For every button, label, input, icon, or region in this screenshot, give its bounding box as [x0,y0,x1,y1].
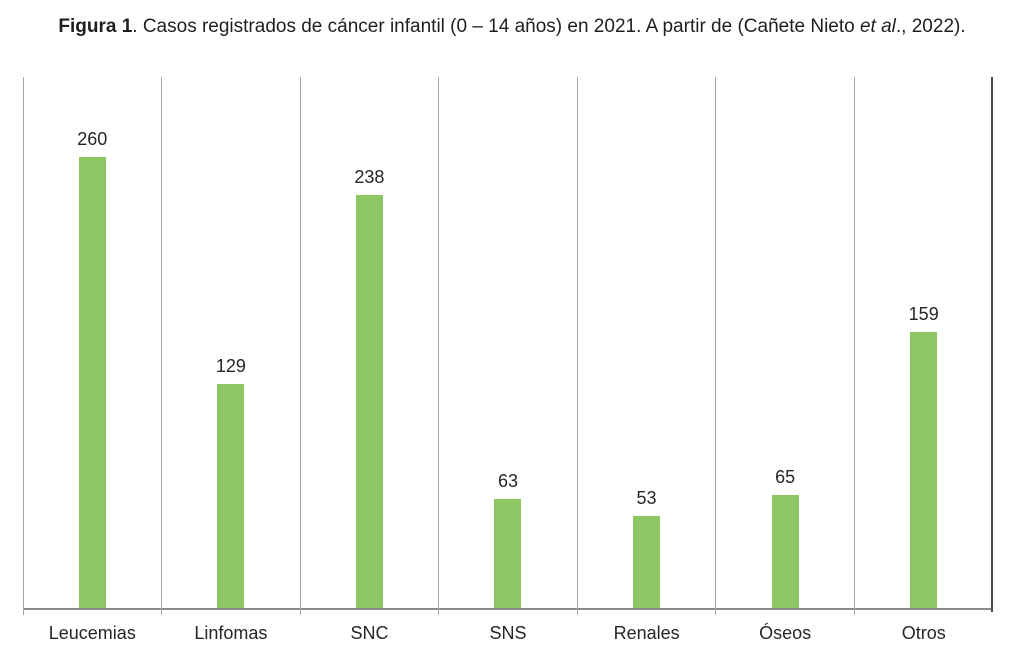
chart-column: 260 [23,77,162,608]
x-axis-label: Otros [901,623,946,643]
bar-value-label: 63 [497,470,518,491]
chart-plot-area: 260 129 238 63 53 65 159 [22,77,993,615]
x-axis-label: SNC [350,623,389,643]
bar-value-label: 159 [908,304,939,325]
bar-value-label: 129 [215,356,246,377]
x-axis-labels: Leucemias Linfomas SNC SNS Renales Óseos Otros [23,610,993,644]
bar-value-label: 53 [636,488,657,509]
figure-caption-end: ., 2022). [895,16,966,37]
bar [771,495,799,608]
gridline [853,77,855,615]
bar-chart: 260 129 238 63 53 65 159 Leucemias Linfomas SNC S… [22,77,993,644]
bar-value-label: 238 [354,167,385,187]
chart-right-border [991,77,993,612]
gridline [161,77,163,615]
x-axis-label: Renales [613,623,680,643]
figure-caption: Figura 1. Casos registrados de cáncer in… [0,14,1024,40]
bar [78,156,106,608]
chart-column: 63 [439,77,578,608]
gridline [576,77,578,615]
gridline [438,77,440,615]
bar [633,516,661,608]
chart-column: 159 [854,77,993,608]
gridline [22,77,24,615]
gridline [715,77,717,615]
figure-caption-text: . Casos registrados de cáncer infantil (… [132,16,860,37]
bar [494,498,522,608]
bar-value-label: 260 [77,128,108,149]
gridline [299,77,301,615]
figure-caption-etal: et al [859,16,896,37]
figure-caption-number: Figura 1 [58,16,133,37]
chart-column: 53 [577,77,716,608]
bar [910,332,938,608]
x-axis-label: Óseos [759,623,812,643]
x-axis-label: SNS [489,623,527,643]
chart-column: 65 [716,77,855,608]
bar [217,384,245,608]
x-axis-label: Linfomas [194,623,268,643]
chart-column: 238 [300,77,439,608]
bar [355,195,383,608]
chart-column: 129 [162,77,301,608]
bar-value-label: 65 [775,467,796,488]
x-axis-label: Leucemias [48,623,136,643]
